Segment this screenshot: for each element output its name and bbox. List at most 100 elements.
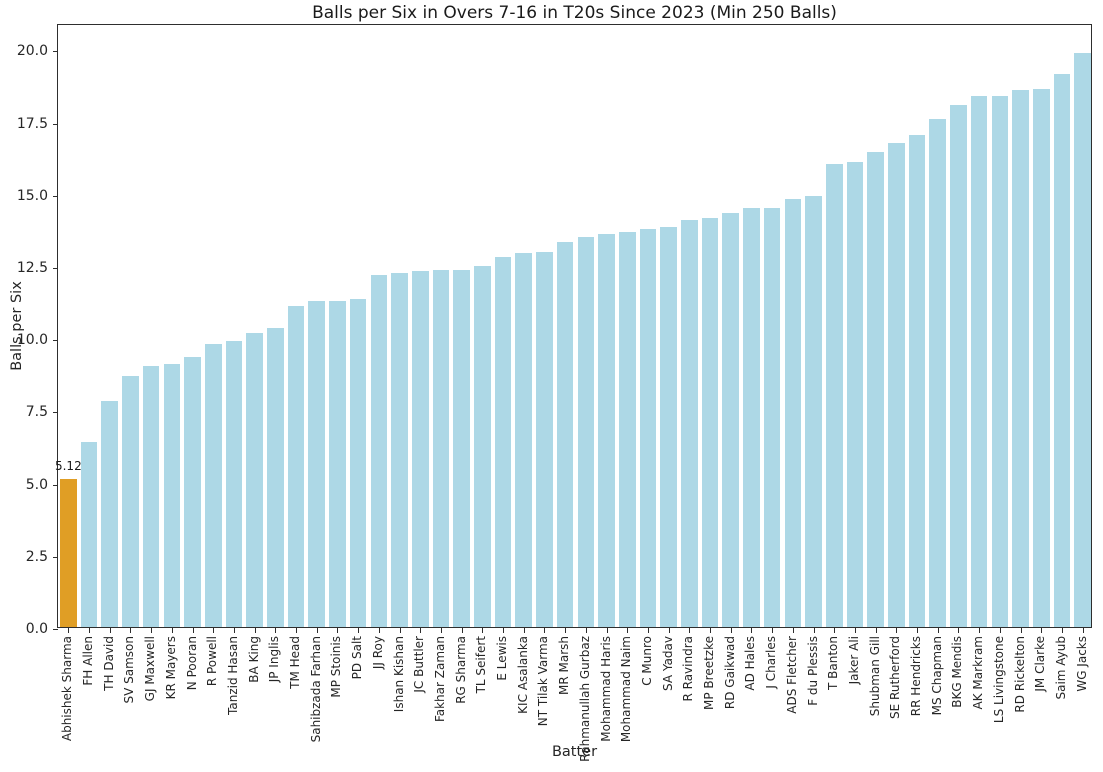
y-tick-label: 0.0 (25, 621, 48, 637)
x-tick-label: Sahibzada Farhan (308, 636, 324, 743)
x-tick-label-text: FH Allen (81, 636, 96, 686)
x-tick-mark (544, 628, 546, 633)
x-tick-label-text: SE Rutherford (888, 636, 903, 719)
x-tick-label: SV Samson (122, 636, 138, 704)
x-tick-label: Jaker Ali (847, 636, 862, 684)
x-tick-label-text: Rahmanullah Gurbaz (577, 636, 592, 762)
bar (825, 164, 843, 627)
x-tick-label-text: C Munro (640, 636, 655, 686)
x-tick-mark (585, 628, 587, 633)
bar (411, 271, 429, 627)
x-tick-label-text: F du Plessis (805, 636, 820, 706)
x-tick-mark (1061, 628, 1063, 633)
x-tick-label-text: GJ Maxwell (143, 636, 158, 702)
x-tick-label: RD Rickelton (1012, 636, 1028, 713)
bar (225, 340, 243, 627)
x-tick-label-text: AD Hales (743, 636, 758, 691)
x-tick-mark (89, 628, 91, 633)
bar (474, 265, 491, 627)
bar (432, 270, 450, 627)
x-tick-label-text: R Ravindra (681, 636, 696, 702)
x-tick-label-text: R Powell (205, 636, 220, 687)
x-tick-mark (875, 628, 877, 633)
bar (929, 118, 947, 627)
x-tick-mark (192, 628, 194, 633)
bar (639, 228, 657, 627)
x-tick-label-text: Sahibzada Farhan (308, 636, 323, 743)
x-tick-label-text: JC Buttler (412, 636, 427, 693)
y-tick-label: 5.0 (25, 476, 48, 493)
x-tick-label: BKG Mendis (950, 636, 966, 708)
x-tick-label-text: NT Tilak Varma (536, 636, 551, 727)
x-tick-label-text: Fakhar Zaman (433, 636, 448, 723)
bar-value-annotation: 5.12 (54, 459, 82, 474)
x-tick-label-text: TH David (101, 636, 116, 691)
x-tick-label-text: JP Inglis (267, 636, 282, 683)
x-tick-label-text: BKG Mendis (950, 636, 965, 708)
x-tick-mark (1082, 628, 1084, 633)
x-tick-label-text: TM Head (288, 636, 303, 689)
x-tick-mark (896, 628, 898, 633)
bar (391, 273, 408, 627)
bar (308, 301, 326, 627)
x-tick-label-text: RD Rickelton (1012, 636, 1027, 713)
y-tick-mark (53, 195, 58, 197)
x-tick-label-text: SV Samson (122, 636, 137, 704)
bar (784, 198, 802, 627)
y-tick-mark (53, 123, 58, 125)
x-tick-label: AK Markram (971, 636, 986, 709)
bar (184, 356, 201, 627)
x-tick-mark (233, 628, 235, 633)
y-tick-label: 17.5 (16, 115, 48, 132)
x-tick-label: Abhishek Sharma (60, 636, 75, 741)
x-tick-label: N Pooran (185, 636, 200, 690)
x-tick-label: RD Gaikwad (723, 636, 738, 709)
bar (805, 195, 822, 627)
x-tick-label: C Munro (640, 636, 655, 686)
x-tick-label: Tanzid Hasan (226, 636, 241, 715)
x-tick-mark (751, 628, 753, 633)
bar (598, 234, 615, 627)
x-tick-label: ADS Fletcher (784, 636, 800, 714)
bar (1012, 90, 1029, 627)
x-tick-mark (151, 628, 153, 633)
x-tick-mark (565, 628, 567, 633)
x-tick-label-text: JJ Roy (370, 636, 385, 670)
x-tick-label-text: Saim Ayub (1054, 636, 1069, 700)
bar (163, 364, 181, 627)
y-tick-mark (53, 51, 58, 53)
bar (453, 270, 470, 627)
x-tick-label: BA King (247, 636, 262, 683)
x-tick-label: JC Buttler (412, 636, 427, 693)
x-tick-mark (296, 628, 298, 633)
x-tick-label: TH David (101, 636, 117, 691)
bar (536, 252, 553, 627)
y-tick-mark (53, 629, 58, 630)
x-tick-label: RG Sharma (453, 636, 469, 704)
bar (101, 400, 119, 627)
x-tick-label-text: MS Chapman (929, 636, 944, 716)
x-tick-label-text: TL Seifert (474, 636, 489, 694)
bar (370, 274, 388, 627)
bar (660, 226, 677, 627)
x-tick-mark (710, 628, 712, 633)
bar (80, 442, 98, 627)
x-tick-label-text: ADS Fletcher (784, 636, 799, 714)
y-tick-label: 2.5 (25, 548, 48, 565)
x-tick-label-text: RG Sharma (453, 636, 468, 704)
bar (1053, 73, 1071, 627)
x-tick-label: T Banton (826, 636, 841, 690)
x-tick-label-text: LS Livingstone (991, 636, 1006, 724)
x-tick-label: MR Marsh (557, 636, 572, 695)
x-tick-label: SE Rutherford (888, 636, 903, 719)
x-tick-label: RR Hendricks (909, 636, 924, 716)
bar (1074, 53, 1091, 627)
y-tick-mark (53, 267, 58, 269)
x-tick-mark (813, 628, 815, 633)
bar (287, 305, 305, 627)
x-tick-mark (668, 628, 670, 633)
x-tick-mark (647, 628, 649, 633)
x-tick-label: F du Plessis (805, 636, 821, 706)
x-tick-label-text: PD Salt (350, 636, 365, 680)
x-tick-label: Rahmanullah Gurbaz (577, 636, 593, 762)
